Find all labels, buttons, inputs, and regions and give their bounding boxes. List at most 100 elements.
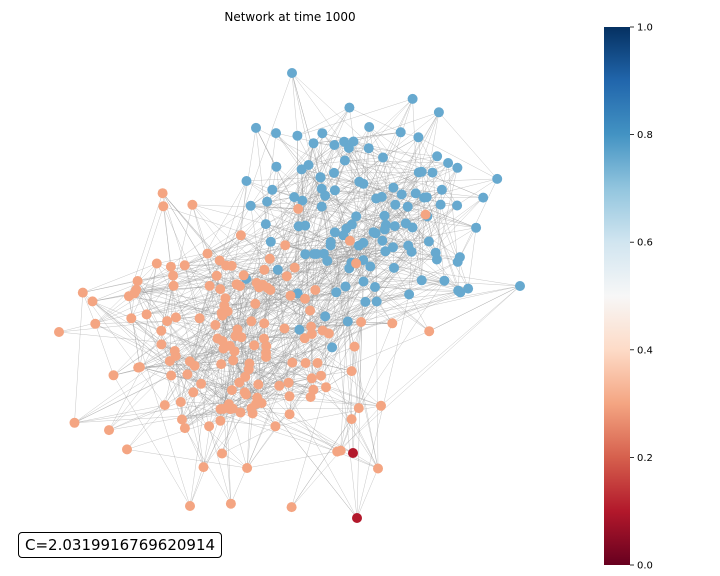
network-node	[54, 327, 64, 337]
network-node	[87, 296, 98, 307]
network-edge	[175, 355, 204, 468]
network-node	[234, 377, 245, 388]
network-node	[327, 342, 338, 353]
network-edge	[184, 251, 412, 429]
network-edge	[146, 298, 226, 315]
network-edge	[294, 208, 299, 268]
network-edge	[382, 157, 396, 205]
network-node	[342, 316, 353, 327]
network-node	[260, 219, 271, 230]
network-node	[285, 290, 296, 301]
network-edge	[246, 413, 253, 469]
network-edge	[459, 227, 477, 258]
network-node	[346, 414, 357, 425]
network-edge	[167, 320, 218, 339]
network-edge	[227, 275, 287, 312]
network-node	[251, 277, 262, 288]
network-node	[478, 192, 489, 203]
network-node	[222, 306, 233, 317]
network-node	[284, 391, 295, 402]
network-node	[281, 271, 292, 282]
network-node	[287, 357, 298, 368]
network-node	[310, 285, 321, 295]
network-edge	[340, 405, 382, 451]
network-node	[452, 256, 463, 267]
network-node	[259, 318, 270, 329]
network-edge	[220, 288, 256, 305]
network-node	[170, 312, 181, 323]
network-node	[316, 201, 327, 212]
network-edge	[189, 72, 293, 362]
network-edge	[344, 160, 422, 173]
network-node	[284, 409, 295, 420]
network-edge	[334, 157, 384, 191]
network-edge	[131, 318, 191, 507]
network-node	[402, 201, 413, 212]
network-edge	[233, 346, 267, 361]
network-node	[129, 288, 140, 299]
network-edge	[291, 72, 379, 469]
network-edge	[353, 141, 377, 199]
network-edge	[189, 350, 235, 362]
network-node	[318, 248, 329, 259]
network-edge	[240, 412, 379, 469]
network-edge	[291, 72, 427, 198]
network-node	[245, 200, 256, 211]
network-node	[238, 270, 249, 281]
network-node	[406, 246, 417, 257]
network-edge	[459, 178, 498, 258]
network-edge	[208, 426, 232, 504]
network-node	[306, 373, 317, 384]
network-node	[351, 258, 362, 269]
network-edge	[189, 323, 265, 507]
network-node	[455, 287, 466, 298]
network-edge	[373, 198, 377, 233]
network-node	[215, 284, 226, 295]
network-edge	[184, 298, 226, 429]
network-edge	[82, 292, 166, 406]
network-node	[108, 370, 119, 381]
network-node	[69, 417, 80, 428]
network-edge	[369, 126, 425, 198]
network-edge	[340, 419, 352, 451]
network-node	[241, 176, 252, 186]
network-edge	[289, 386, 327, 397]
network-node	[194, 313, 205, 324]
network-edge	[231, 321, 252, 391]
network-edge	[270, 141, 354, 291]
network-node	[305, 305, 316, 316]
network-edge	[221, 363, 314, 391]
network-node	[249, 340, 260, 351]
network-node	[265, 285, 276, 295]
network-node	[215, 415, 226, 426]
network-edge	[164, 355, 176, 406]
network-node	[122, 444, 132, 455]
network-edge	[134, 293, 234, 361]
network-node	[262, 196, 273, 207]
network-edge	[243, 267, 295, 276]
network-node	[407, 93, 418, 104]
network-edge	[108, 408, 231, 431]
chart-title: Network at time 1000	[224, 10, 355, 24]
network-edge	[311, 378, 359, 409]
network-node	[250, 298, 261, 309]
network-edge	[113, 298, 226, 376]
network-node	[360, 296, 371, 307]
network-edge	[161, 330, 234, 361]
network-edge	[95, 275, 174, 325]
network-edge	[313, 183, 364, 255]
network-edge	[162, 193, 177, 318]
network-node	[235, 230, 246, 241]
network-edge	[180, 401, 229, 405]
network-node	[344, 235, 355, 246]
network-edge	[421, 171, 458, 262]
network-edge	[279, 385, 311, 398]
network-node	[515, 281, 525, 291]
network-edge	[92, 171, 422, 302]
network-node	[368, 227, 379, 238]
network-edge	[250, 166, 277, 206]
network-node	[283, 377, 294, 388]
network-node	[226, 385, 237, 396]
network-node	[267, 184, 278, 195]
network-edge	[137, 280, 238, 330]
